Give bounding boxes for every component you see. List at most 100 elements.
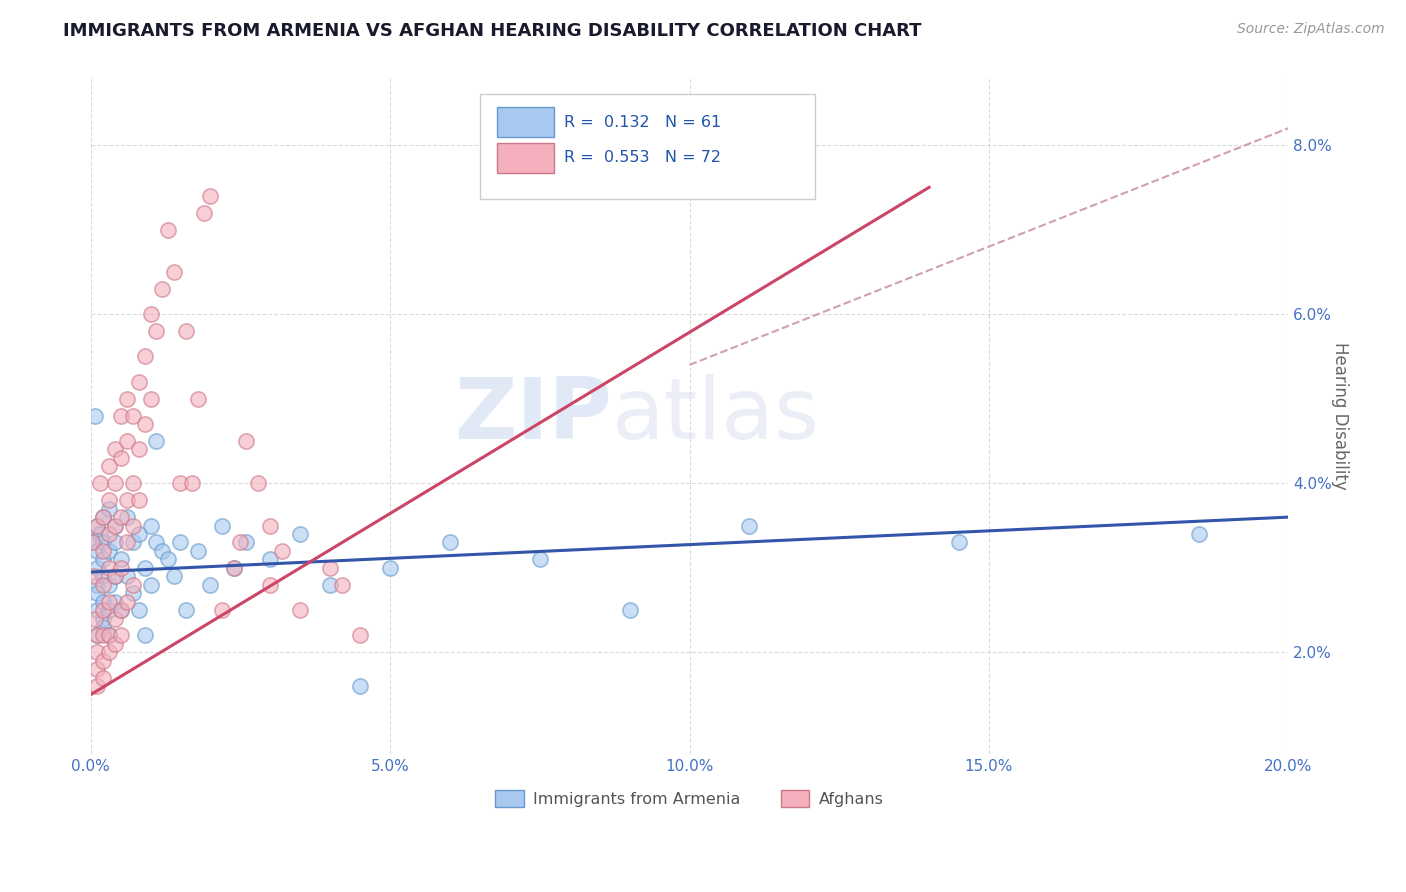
Point: [229, 535, 252, 549]
Point: [97, 645, 120, 659]
Point: [89, 476, 111, 491]
Point: [176, 324, 198, 338]
Point: [319, 578, 342, 592]
Point: [738, 518, 761, 533]
Point: [97, 578, 120, 592]
Text: ZIP: ZIP: [454, 374, 612, 458]
Point: [86, 662, 108, 676]
Point: [193, 205, 215, 219]
Point: [200, 578, 222, 592]
Point: [115, 595, 138, 609]
Point: [86, 628, 108, 642]
Point: [110, 603, 132, 617]
Point: [91, 628, 114, 642]
Point: [115, 535, 138, 549]
Point: [349, 628, 371, 642]
Point: [439, 535, 461, 549]
Point: [128, 442, 150, 457]
Point: [97, 628, 120, 642]
Point: [115, 510, 138, 524]
Point: [103, 611, 125, 625]
Point: [134, 350, 156, 364]
Point: [91, 595, 114, 609]
Point: [84, 409, 107, 423]
Point: [91, 620, 114, 634]
Point: [134, 628, 156, 642]
FancyBboxPatch shape: [496, 107, 554, 137]
Point: [97, 595, 120, 609]
Point: [91, 578, 114, 592]
Point: [86, 645, 108, 659]
Point: [86, 603, 108, 617]
Point: [176, 603, 198, 617]
Point: [86, 628, 108, 642]
Text: R =  0.553   N = 72: R = 0.553 N = 72: [564, 151, 721, 165]
Point: [349, 679, 371, 693]
Point: [91, 603, 114, 617]
Point: [224, 561, 246, 575]
Point: [97, 493, 120, 508]
Point: [115, 493, 138, 508]
Point: [187, 392, 209, 406]
Point: [103, 476, 125, 491]
Point: [211, 518, 233, 533]
Point: [529, 552, 551, 566]
Point: [110, 628, 132, 642]
Point: [290, 603, 312, 617]
Point: [128, 375, 150, 389]
Point: [83, 569, 105, 583]
Point: [110, 450, 132, 465]
Point: [91, 510, 114, 524]
Point: [103, 442, 125, 457]
Point: [83, 535, 105, 549]
Point: [86, 518, 108, 533]
Point: [128, 603, 150, 617]
Point: [121, 586, 143, 600]
Point: [139, 392, 162, 406]
Point: [319, 561, 342, 575]
Point: [157, 552, 180, 566]
Point: [128, 527, 150, 541]
Point: [128, 493, 150, 508]
Point: [91, 535, 114, 549]
Point: [110, 409, 132, 423]
Point: [91, 544, 114, 558]
Point: [97, 501, 120, 516]
Point: [163, 569, 186, 583]
Point: [103, 518, 125, 533]
Point: [103, 535, 125, 549]
Point: [91, 671, 114, 685]
Point: [91, 552, 114, 566]
Point: [86, 578, 108, 592]
Point: [83, 611, 105, 625]
Point: [224, 561, 246, 575]
Point: [110, 603, 132, 617]
Point: [247, 476, 270, 491]
Point: [290, 527, 312, 541]
Point: [91, 569, 114, 583]
Point: [121, 535, 143, 549]
Point: [97, 603, 120, 617]
Point: [103, 637, 125, 651]
Point: [86, 561, 108, 575]
Point: [134, 561, 156, 575]
Point: [110, 552, 132, 566]
Point: [259, 552, 281, 566]
Point: [134, 417, 156, 431]
Point: [97, 628, 120, 642]
Point: [97, 527, 120, 541]
Point: [235, 434, 257, 448]
Point: [97, 459, 120, 474]
Point: [82, 535, 104, 549]
Point: [169, 535, 191, 549]
Point: [103, 569, 125, 583]
Point: [157, 222, 180, 236]
Point: [163, 265, 186, 279]
Point: [97, 561, 120, 575]
Point: [115, 434, 138, 448]
Point: [187, 544, 209, 558]
Point: [259, 518, 281, 533]
Point: [145, 535, 167, 549]
Legend: Immigrants from Armenia, Afghans: Immigrants from Armenia, Afghans: [489, 783, 890, 814]
Point: [200, 189, 222, 203]
